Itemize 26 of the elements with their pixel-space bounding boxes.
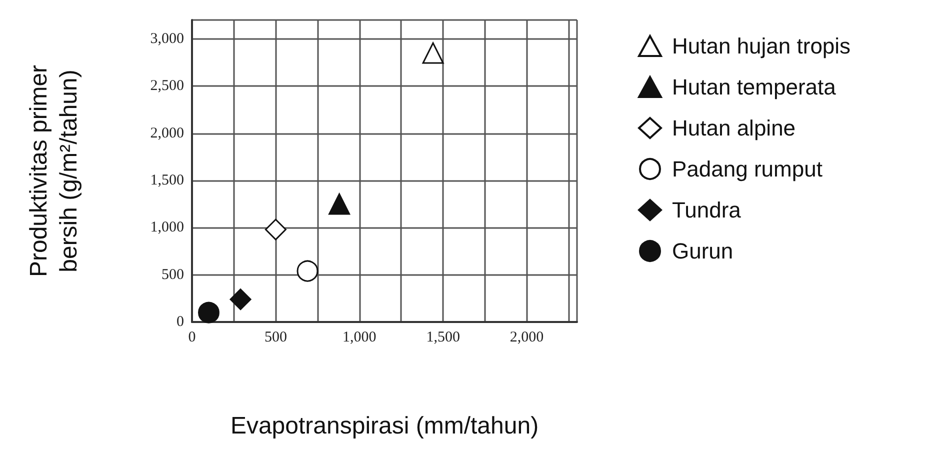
y-tick-label: 2,500 [150,78,184,94]
point [198,302,220,324]
x-tick-label: 0 [188,330,196,346]
y-tick-label: 3,000 [150,30,184,47]
y-tick-label: 500 [162,266,184,283]
point [264,218,286,240]
point [230,288,252,310]
legend-label: Hutan temperata [672,74,837,100]
point [296,260,318,282]
legend-label: Hutan hujan tropis [672,34,851,58]
legend-label: Padang rumput [672,156,822,182]
legend-label: Hutan alpine [672,116,796,140]
y-tick-label: 1,000 [150,220,184,236]
legend-label: Tundra [672,198,742,222]
legend-label: Gurun [672,238,734,264]
y-tick-label: 1,500 [150,172,184,188]
y-axis-title: Produktivitas primer bersih (g/m²/tahun) [26,64,82,278]
x-tick-label: 1,500 [426,330,460,346]
y-tick-label: 0 [176,314,184,330]
x-tick-label: 500 [264,330,287,346]
point [328,193,350,215]
y-tick-label: 2,000 [150,125,184,142]
point [422,42,444,64]
x-tick-label: 2,000 [510,330,544,346]
x-axis-title: Evapotranspirasi (mm/tahun) [230,412,539,440]
x-tick-label: 1,000 [342,330,376,346]
